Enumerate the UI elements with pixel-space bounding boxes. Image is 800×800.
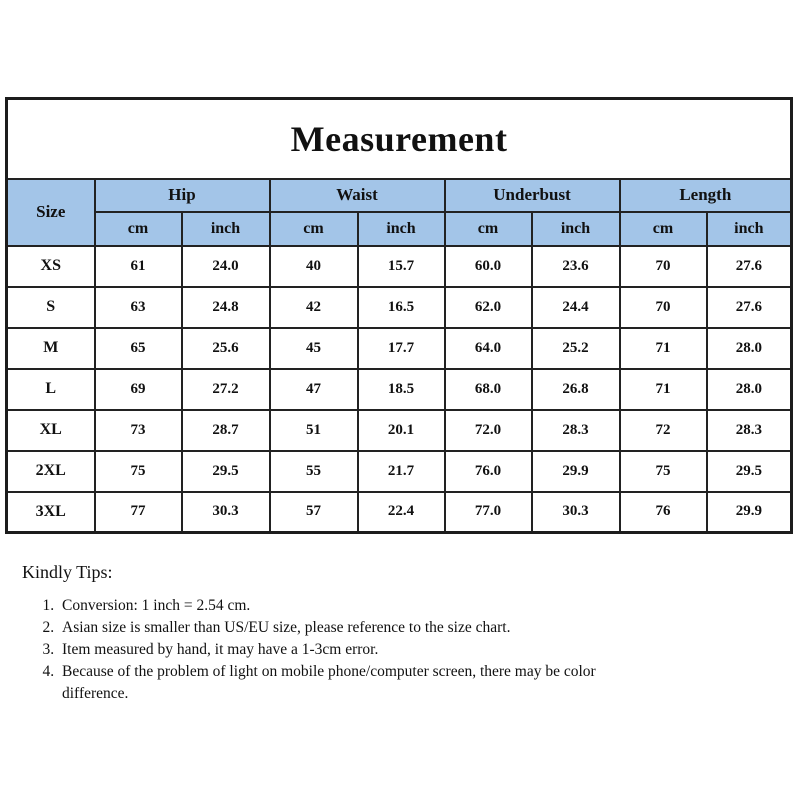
- tip-item-4: Because of the problem of light on mobil…: [58, 661, 612, 705]
- value-cell: 27.6: [705, 285, 793, 329]
- value-cell: 30.3: [530, 490, 621, 534]
- value-cell: 28.3: [530, 408, 621, 452]
- value-cell: 22.4: [356, 490, 446, 534]
- table-row-m: M 65 25.6 45 17.7 64.0 25.2 71 28.0: [5, 326, 793, 370]
- value-cell: 30.3: [180, 490, 271, 534]
- unit-header-waist-cm: cm: [268, 210, 359, 247]
- group-header-waist: Waist: [268, 177, 446, 213]
- value-cell: 72: [618, 408, 708, 452]
- value-cell: 23.6: [530, 244, 621, 288]
- value-cell: 15.7: [356, 244, 446, 288]
- value-cell: 29.5: [705, 449, 793, 493]
- value-cell: 57: [268, 490, 359, 534]
- value-cell: 16.5: [356, 285, 446, 329]
- group-header-hip: Hip: [93, 177, 271, 213]
- value-cell: 72.0: [443, 408, 533, 452]
- size-label: 3XL: [5, 490, 96, 534]
- title-row: Measurement: [5, 97, 793, 180]
- value-cell: 29.9: [530, 449, 621, 493]
- value-cell: 76.0: [443, 449, 533, 493]
- value-cell: 18.5: [356, 367, 446, 411]
- tip-item-1: Conversion: 1 inch = 2.54 cm.: [58, 595, 612, 617]
- value-cell: 28.0: [705, 367, 793, 411]
- value-cell: 28.7: [180, 408, 271, 452]
- value-cell: 68.0: [443, 367, 533, 411]
- value-cell: 55: [268, 449, 359, 493]
- value-cell: 47: [268, 367, 359, 411]
- value-cell: 69: [93, 367, 183, 411]
- size-label: M: [5, 326, 96, 370]
- value-cell: 25.2: [530, 326, 621, 370]
- unit-header-row: cm inch cm inch cm inch cm inch: [7, 210, 793, 247]
- value-cell: 20.1: [356, 408, 446, 452]
- value-cell: 70: [618, 285, 708, 329]
- value-cell: 63: [93, 285, 183, 329]
- value-cell: 42: [268, 285, 359, 329]
- value-cell: 77: [93, 490, 183, 534]
- value-cell: 28.0: [705, 326, 793, 370]
- table-row-2xl: 2XL 75 29.5 55 21.7 76.0 29.9 75 29.5: [5, 449, 793, 493]
- value-cell: 29.9: [705, 490, 793, 534]
- value-cell: 60.0: [443, 244, 533, 288]
- value-cell: 71: [618, 367, 708, 411]
- value-cell: 75: [93, 449, 183, 493]
- value-cell: 70: [618, 244, 708, 288]
- value-cell: 75: [618, 449, 708, 493]
- size-label: L: [5, 367, 96, 411]
- unit-header-underbust-inch: inch: [530, 210, 621, 247]
- tips-list: Conversion: 1 inch = 2.54 cm. Asian size…: [22, 595, 612, 705]
- value-cell: 62.0: [443, 285, 533, 329]
- size-label: XL: [5, 408, 96, 452]
- table-row-3xl: 3XL 77 30.3 57 22.4 77.0 30.3 76 29.9: [5, 490, 793, 534]
- value-cell: 64.0: [443, 326, 533, 370]
- unit-header-length-inch: inch: [705, 210, 793, 247]
- value-cell: 61: [93, 244, 183, 288]
- value-cell: 27.6: [705, 244, 793, 288]
- unit-header-underbust-cm: cm: [443, 210, 533, 247]
- value-cell: 40: [268, 244, 359, 288]
- value-cell: 73: [93, 408, 183, 452]
- value-cell: 29.5: [180, 449, 271, 493]
- group-header-length: Length: [618, 177, 793, 213]
- value-cell: 24.4: [530, 285, 621, 329]
- tip-item-3: Item measured by hand, it may have a 1-3…: [58, 639, 612, 661]
- size-label: XS: [5, 244, 96, 288]
- unit-header-hip-inch: inch: [180, 210, 271, 247]
- size-label: 2XL: [5, 449, 96, 493]
- value-cell: 51: [268, 408, 359, 452]
- value-cell: 27.2: [180, 367, 271, 411]
- value-cell: 24.0: [180, 244, 271, 288]
- table-row-xs: XS 61 24.0 40 15.7 60.0 23.6 70 27.6: [5, 244, 793, 288]
- value-cell: 21.7: [356, 449, 446, 493]
- size-column-header: Size: [5, 177, 96, 247]
- value-cell: 77.0: [443, 490, 533, 534]
- table-row-s: S 63 24.8 42 16.5 62.0 24.4 70 27.6: [5, 285, 793, 329]
- table-row-xl: XL 73 28.7 51 20.1 72.0 28.3 72 28.3: [5, 408, 793, 452]
- group-header-underbust: Underbust: [443, 177, 621, 213]
- size-label: S: [5, 285, 96, 329]
- value-cell: 45: [268, 326, 359, 370]
- unit-header-length-cm: cm: [618, 210, 708, 247]
- value-cell: 71: [618, 326, 708, 370]
- measurement-table: Measurement Size Hip Waist Underbust Len…: [5, 97, 794, 534]
- value-cell: 26.8: [530, 367, 621, 411]
- value-cell: 25.6: [180, 326, 271, 370]
- unit-header-hip-cm: cm: [93, 210, 183, 247]
- page-title: Measurement: [5, 97, 793, 180]
- unit-header-waist-inch: inch: [356, 210, 446, 247]
- value-cell: 24.8: [180, 285, 271, 329]
- tips-heading: Kindly Tips:: [22, 562, 113, 582]
- tips-section: Kindly Tips: Conversion: 1 inch = 2.54 c…: [22, 562, 662, 705]
- group-header-row: Size Hip Waist Underbust Length: [5, 177, 793, 247]
- value-cell: 65: [93, 326, 183, 370]
- value-cell: 28.3: [705, 408, 793, 452]
- value-cell: 76: [618, 490, 708, 534]
- value-cell: 17.7: [356, 326, 446, 370]
- table-row-l: L 69 27.2 47 18.5 68.0 26.8 71 28.0: [5, 367, 793, 411]
- tip-item-2: Asian size is smaller than US/EU size, p…: [58, 617, 612, 639]
